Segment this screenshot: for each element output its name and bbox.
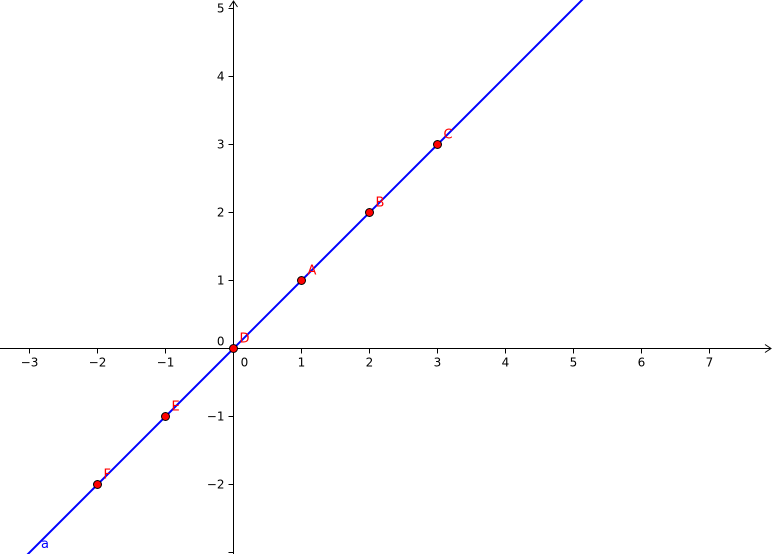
- x-tick-label: 2: [366, 356, 374, 370]
- x-tick-label: 4: [502, 356, 510, 370]
- point-label: A: [308, 264, 317, 279]
- origin-tick-label: 0: [217, 335, 225, 349]
- points-layer: A B C D E F: [93, 128, 453, 489]
- x-tick-label: −1: [157, 356, 175, 370]
- y-tick-label: 2: [217, 206, 225, 220]
- y-tick-label: 3: [217, 138, 225, 152]
- point-a[interactable]: [297, 276, 306, 285]
- line-label: a: [41, 537, 49, 552]
- point-label: F: [104, 468, 111, 483]
- x-tick-label: 6: [638, 356, 646, 370]
- x-tick-label: 5: [570, 356, 578, 370]
- point-b[interactable]: [365, 208, 374, 217]
- x-tick-label: −3: [21, 356, 39, 370]
- x-ticks: −3 −2 −1 1 2 3 4 5 6 7 0: [21, 348, 714, 370]
- point-label: E: [172, 400, 180, 415]
- y-tick-label: 1: [217, 274, 225, 288]
- point-label: C: [444, 128, 453, 143]
- y-tick-label: −1: [207, 410, 225, 424]
- x-tick-label: 3: [434, 356, 442, 370]
- point-d[interactable]: [229, 344, 238, 353]
- point-e[interactable]: [161, 412, 170, 421]
- y-tick-label: 4: [217, 70, 225, 84]
- point-c[interactable]: [433, 140, 442, 149]
- x-axis-arrow-icon: [764, 344, 772, 353]
- x-tick-label: −2: [89, 356, 107, 370]
- y-ticks: −2 −1 1 2 3 4 5: [207, 2, 234, 553]
- y-tick-label: 5: [217, 2, 225, 16]
- x-tick-label: 1: [298, 356, 306, 370]
- point-f[interactable]: [93, 480, 102, 489]
- y-tick-label: −2: [207, 478, 225, 492]
- x-tick-label: 7: [706, 356, 714, 370]
- y-axis-arrow-icon: [229, 0, 238, 8]
- point-label: B: [376, 196, 385, 211]
- x-tick-label: 0: [241, 356, 249, 370]
- point-label: D: [240, 332, 250, 347]
